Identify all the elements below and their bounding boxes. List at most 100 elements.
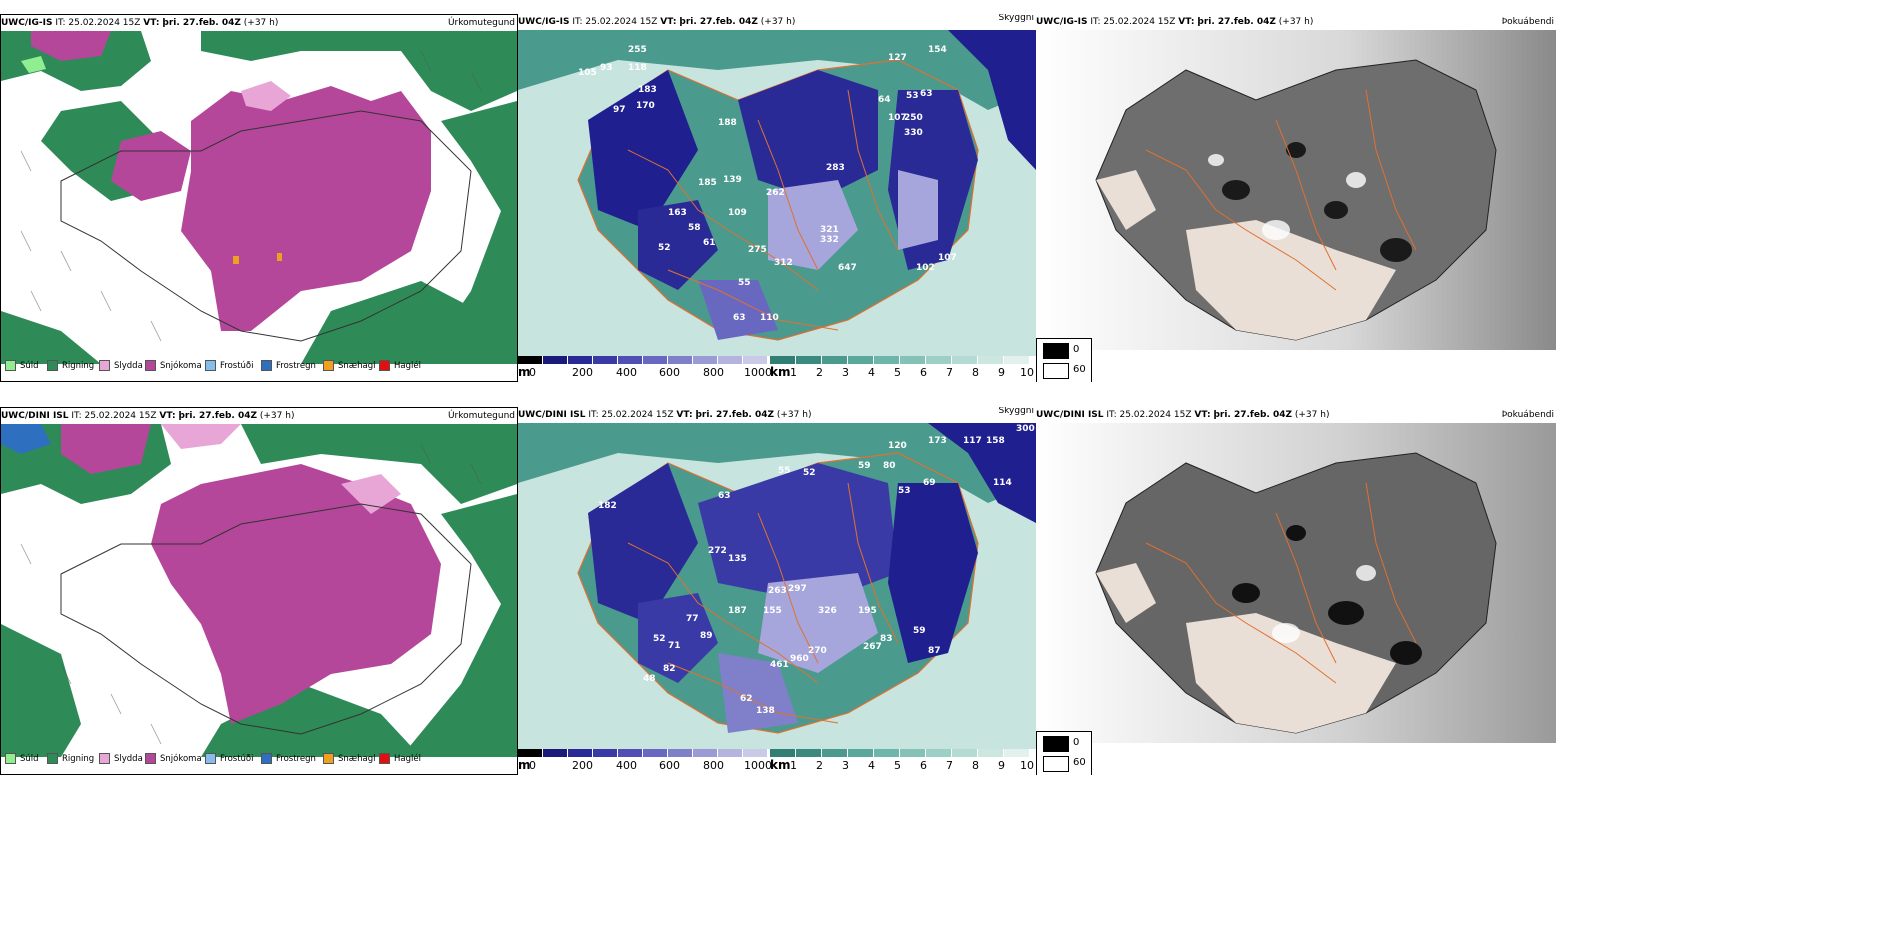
precip-map [1, 424, 517, 757]
colorbar-cell [643, 356, 668, 364]
legend-swatch [99, 753, 110, 764]
it-label: IT: [55, 18, 66, 28]
vt-label: VT: [159, 411, 176, 421]
colorbar-cell [900, 356, 926, 364]
colorbar-cell [848, 749, 874, 757]
vt-value: þri. 27.feb. 04Z [679, 17, 758, 27]
station-value-label: 188 [718, 118, 737, 128]
colorbar-tick: 1 [790, 366, 797, 379]
legend-item: Súld [5, 752, 39, 766]
colorbar-cell [978, 749, 1004, 757]
colorbar-cell [952, 749, 978, 757]
station-value-label: 300 [1016, 424, 1035, 434]
station-value-label: 105 [578, 68, 597, 78]
it-value: 25.02.2024 15Z [601, 410, 674, 420]
station-value-label: 53 [906, 91, 919, 101]
panel-header: UWC/DINI ISL IT: 25.02.2024 15Z VT: þri.… [1, 408, 517, 424]
station-value-label: 117 [963, 436, 982, 446]
colorbar-tick: 400 [616, 759, 637, 772]
station-value-label: 48 [643, 674, 656, 684]
colorbar-cell [668, 749, 693, 757]
colorbar-tick: 5 [894, 759, 901, 772]
fog-scale-label: 0 [1073, 737, 1080, 748]
legend-label: Slydda [114, 754, 143, 764]
vt-value: þri. 27.feb. 04Z [695, 410, 774, 420]
legend-swatch [47, 753, 58, 764]
fog-scale-white [1043, 363, 1069, 379]
panel-header: UWC/IG-IS IT: 25.02.2024 15Z VT: þri. 27… [1, 15, 517, 31]
legend-item: Slydda [99, 359, 143, 373]
panel-header: UWC/IG-IS IT: 25.02.2024 15Z VT: þri. 27… [518, 14, 1036, 30]
colorbar-cell [796, 749, 822, 757]
legend-swatch [261, 753, 272, 764]
panel-title: Úrkomutegund [447, 18, 515, 28]
station-value-label: 52 [803, 468, 816, 478]
station-value-label: 155 [763, 606, 782, 616]
fog-scale: 0 60 [1036, 731, 1092, 775]
colorbar-cell [693, 749, 718, 757]
station-value-label: 87 [928, 646, 941, 656]
station-value-label: 62 [740, 694, 753, 704]
model-name: UWC/DINI ISL [1, 411, 69, 421]
model-name: UWC/IG-IS [518, 17, 570, 27]
model-name: UWC/IG-IS [1036, 17, 1088, 27]
station-value-label: 163 [668, 208, 687, 218]
station-value-label: 461 [770, 660, 789, 670]
colorbar-tick: 1 [790, 759, 797, 772]
panel-title: Skyggni [998, 14, 1034, 23]
colorbar-tick: 400 [616, 366, 637, 379]
legend-label: Súld [20, 754, 39, 764]
legend-swatch [261, 360, 272, 371]
colorbar-tick: 200 [572, 759, 593, 772]
fog-scale-label: 60 [1073, 364, 1086, 375]
vt-value: þri. 27.feb. 04Z [178, 411, 257, 421]
colorbar-cell [518, 749, 543, 757]
station-value-label: 97 [613, 105, 626, 115]
station-value-label: 275 [748, 245, 767, 255]
legend-label: Frostregn [276, 361, 316, 371]
vt-value: þri. 27.feb. 04Z [1213, 410, 1292, 420]
it-label: IT: [572, 17, 583, 27]
legend-swatch [205, 753, 216, 764]
legend-label: Frostúði [220, 754, 254, 764]
visibility-km-colorbar: km 1 2 3 4 5 6 7 8 9 10 [770, 356, 1036, 380]
it-value: 25.02.2024 15Z [1103, 17, 1176, 27]
station-value-label: 102 [916, 263, 935, 273]
colorbar-tick: 10 [1020, 366, 1034, 379]
station-value-label: 183 [638, 85, 657, 95]
legend-item: Haglél [379, 752, 421, 766]
colorbar-tick: 3 [842, 366, 849, 379]
colorbar-tick: 6 [920, 759, 927, 772]
panel-title: Úrkomutegund [447, 411, 515, 421]
model-name: UWC/DINI ISL [518, 410, 586, 420]
colorbar-tick: 7 [946, 366, 953, 379]
lead-time: (+37 h) [760, 17, 796, 27]
colorbar-cell [593, 356, 618, 364]
legend-item: Snjókoma [145, 359, 202, 373]
colorbar-tick: 1000 [744, 366, 772, 379]
station-value-label: 135 [728, 554, 747, 564]
colorbar-unit: km [770, 758, 791, 772]
station-value-label: 114 [993, 478, 1012, 488]
colorbar-cell [743, 749, 768, 757]
legend-item: Slydda [99, 752, 143, 766]
colorbar-cell [718, 356, 743, 364]
station-value-label: 250 [904, 113, 923, 123]
legend-item: Súld [5, 359, 39, 373]
station-value-label: 52 [653, 634, 666, 644]
colorbar-cell [568, 356, 593, 364]
colorbar-cell [848, 356, 874, 364]
station-value-label: 127 [888, 53, 907, 63]
vt-value: þri. 27.feb. 04Z [162, 18, 241, 28]
colorbar-cell [1004, 356, 1030, 364]
colorbar-tick: 8 [972, 366, 979, 379]
colorbar-cell [770, 356, 796, 364]
precip-map [1, 31, 517, 364]
panel-header: UWC/DINI ISL IT: 25.02.2024 15Z VT: þri.… [1036, 407, 1556, 423]
station-value-label: 332 [820, 235, 839, 245]
colorbar-cell [900, 749, 926, 757]
colorbar-tick: 600 [659, 366, 680, 379]
legend-swatch [145, 360, 156, 371]
colorbar-tick: 9 [998, 759, 1005, 772]
colorbar-cell [874, 356, 900, 364]
